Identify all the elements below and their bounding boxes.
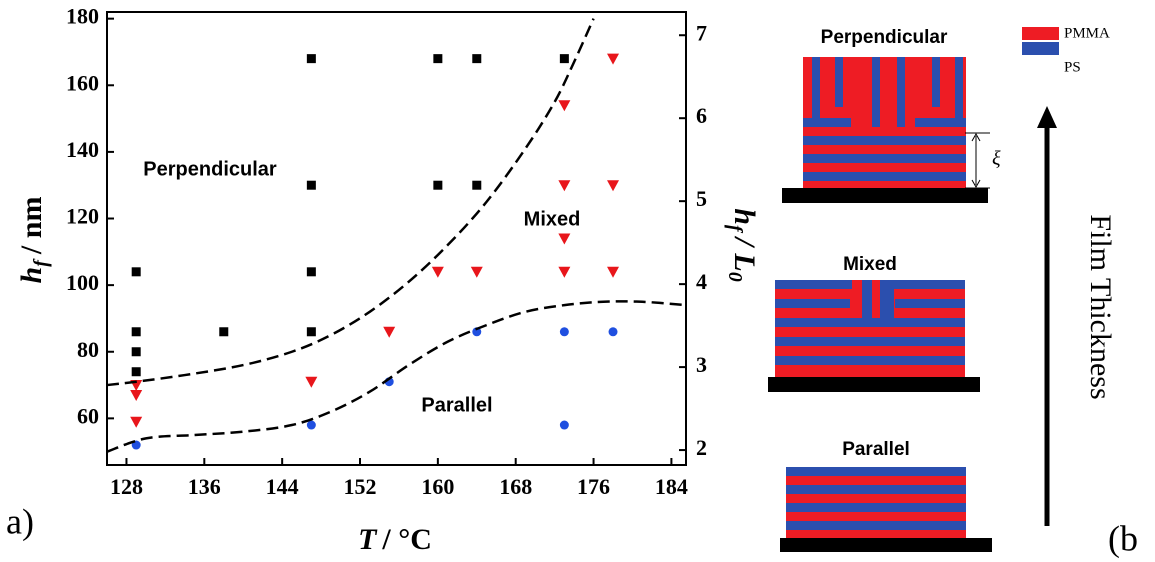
panel-label: a) [6,501,34,541]
y2-tick-label: 6 [696,103,707,128]
plot-frame [106,11,687,466]
circle-point [559,327,569,337]
x-tick-label: 168 [499,474,532,499]
x-tick-label: 136 [188,474,221,499]
square-point [219,327,229,337]
square-point [131,327,141,337]
xi-label: ξ [992,148,1001,170]
triangle-point [130,416,143,428]
square-point [131,367,141,377]
parallel-label: Parallel [842,439,910,460]
x-label-symbol: T [358,523,378,556]
triangle-point [305,376,318,388]
triangle-point [383,326,396,338]
circle-point [559,420,569,430]
y-tick-label: 60 [77,403,99,428]
triangle-point [558,180,571,192]
x-label-unit: / °C [381,523,432,556]
mixed-label: Mixed [843,254,897,275]
square-point [433,54,443,64]
perp-label: Perpendicular [821,27,948,48]
triangle-point [607,53,620,65]
triangle-point [607,180,620,192]
triangle-point [558,233,571,245]
y-tick-label: 160 [66,70,99,95]
y-tick-label: 180 [66,4,99,29]
x-tick-label: 152 [344,474,377,499]
y2-tick-label: 4 [696,269,707,294]
x-tick-label: 184 [655,474,688,499]
triangle-point [558,266,571,278]
y2-label-sub2: 0 [724,272,746,282]
y2-tick-label: 3 [696,352,707,377]
x-tick-label: 128 [110,474,143,499]
y2-tick-label: 2 [696,435,707,460]
x-axis-label: T / °C [358,523,432,556]
square-point [306,327,316,337]
triangle-point [607,266,620,278]
square-point [306,180,316,190]
boundary-line [106,18,595,387]
square-point [559,54,569,64]
circle-point [306,420,316,430]
triangle-point [470,266,483,278]
schematic: Perpendicular ξ Mixed Parallel PMMA PS F… [768,25,1138,558]
y2-tick-label: 5 [696,186,707,211]
square-point [306,54,316,64]
square-point [131,347,141,357]
square-point [472,54,482,64]
triangle-point [558,100,571,112]
square-point [433,180,443,190]
boundary-line [106,300,687,453]
panel-label-b: (b [1108,518,1138,558]
y-axis-label: hf / nm [15,197,52,284]
square-point [306,267,316,277]
legend-ps: PS [1064,59,1081,75]
y-tick-label: 120 [66,204,99,229]
square-point [472,180,482,190]
square-point [131,267,141,277]
x-tick-label: 144 [266,474,299,499]
y-label-symbol: h [15,267,48,284]
circle-point [472,327,482,337]
y-tick-label: 100 [66,270,99,295]
y2-label-sub: f [724,225,746,234]
legend-pmma: PMMA [1064,25,1110,41]
y-tick-label: 140 [66,137,99,162]
y2-label-symbol: h [728,208,761,225]
region-label: Parallel [421,394,492,416]
y2-label-mid: / L [728,236,761,272]
triangle-point [431,266,444,278]
y-label-unit: / nm [15,197,48,256]
y2-tick-label: 7 [696,20,707,45]
y-label-sub: f [30,258,52,267]
x-tick-label: 160 [421,474,454,499]
region-label: Perpendicular [143,158,277,180]
y2-axis-label: hf / L0 [724,208,761,282]
film-thickness-label: Film Thickness [1084,214,1117,399]
x-tick-label: 176 [577,474,610,499]
triangle-point [130,390,143,402]
circle-point [608,327,618,337]
y-tick-label: 80 [77,337,99,362]
region-label: Mixed [524,208,581,230]
